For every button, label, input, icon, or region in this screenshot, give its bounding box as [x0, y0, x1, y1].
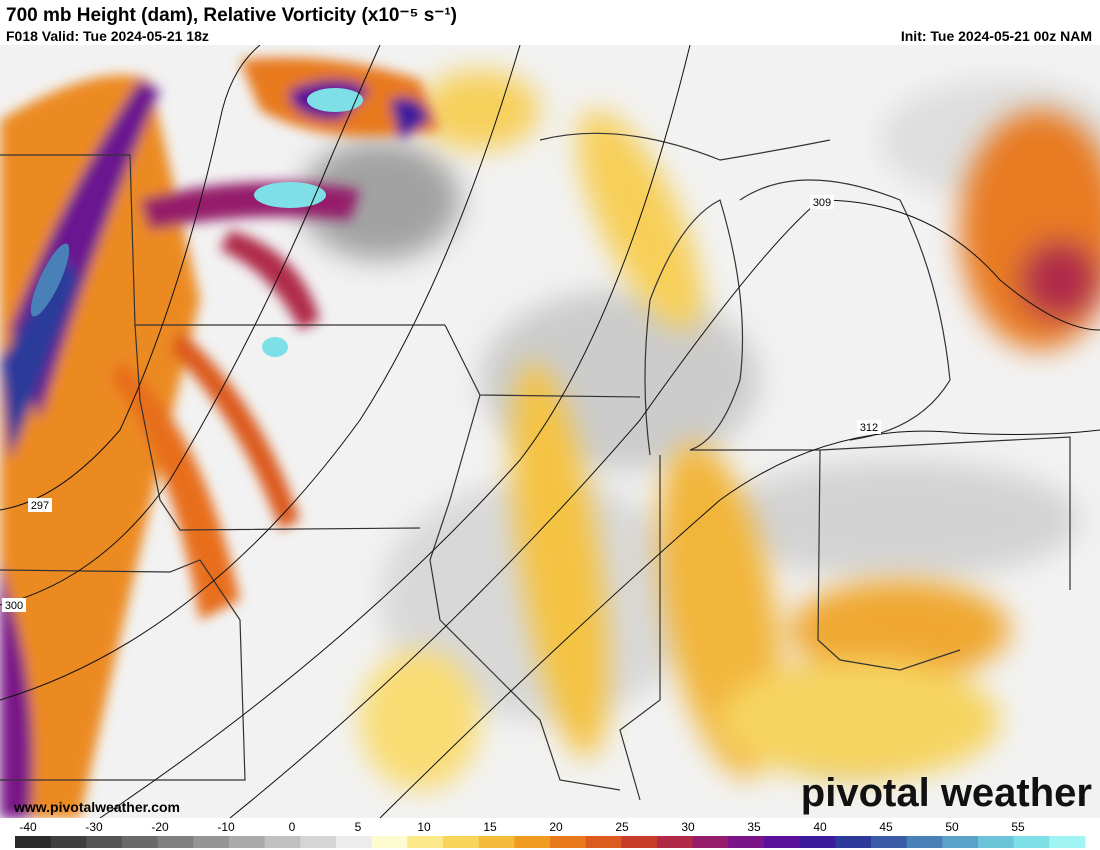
website: www.pivotalweather.com: [13, 799, 180, 815]
colorbar-swatch: [300, 836, 337, 848]
colorbar-swatch: [906, 836, 943, 848]
title: 700 mb Height (dam), Relative Vorticity …: [6, 5, 457, 26]
colorbar: -40 -30 -20 -10 0 5 10 15 20 25 30 35 40 45 50 55: [0, 818, 1100, 850]
contour-label: 300: [5, 600, 23, 612]
colorbar-swatch: [585, 836, 622, 848]
colorbar-swatch: [871, 836, 908, 848]
borders: [0, 132, 1071, 801]
colorbar-swatch: [371, 836, 408, 848]
logo: pivotal weather: [801, 771, 1092, 815]
colorbar-swatch: [764, 836, 801, 848]
colorbar-swatch: [657, 836, 694, 848]
height-contours: [0, 45, 1100, 818]
colorbar-tick-label: 45: [879, 820, 893, 834]
colorbar-tick-label: 20: [549, 820, 563, 834]
contour-label: 297: [31, 500, 49, 512]
colorbar-swatch: [692, 836, 729, 848]
colorbar-tick-label: 0: [289, 820, 296, 834]
colorbar-swatch: [86, 836, 123, 848]
contour-label: 312: [860, 422, 878, 434]
colorbar-swatch: [264, 836, 301, 848]
colorbar-tick-label: 40: [813, 820, 827, 834]
map-field: [0, 45, 1100, 818]
colorbar-tick-label: -30: [85, 820, 103, 834]
colorbar-swatch: [1013, 836, 1050, 848]
colorbar-tick-label: 25: [615, 820, 629, 834]
colorbar-swatch: [478, 836, 515, 848]
colorbar-swatch: [157, 836, 194, 848]
colorbar-tick-label: -10: [217, 820, 235, 834]
colorbar-tick-label: -40: [19, 820, 37, 834]
colorbar-swatch: [443, 836, 480, 848]
colorbar-swatch: [407, 836, 444, 848]
colorbar-swatch: [15, 836, 52, 848]
valid-time: F018 Valid: Tue 2024-05-21 18z: [6, 28, 209, 44]
colorbar-swatch: [799, 836, 836, 848]
colorbar-swatch: [550, 836, 587, 848]
colorbar-tick-label: 55: [1011, 820, 1025, 834]
colorbar-tick-label: 30: [681, 820, 695, 834]
colorbar-swatch: [1049, 836, 1086, 848]
colorbar-tick-label: 15: [483, 820, 497, 834]
colorbar-swatch: [728, 836, 765, 848]
colorbar-tick-label: -20: [151, 820, 169, 834]
colorbar-swatch: [621, 836, 658, 848]
colorbar-swatch: [336, 836, 373, 848]
colorbar-tick-label: 5: [355, 820, 362, 834]
contour-labels: 297 300 309 312: [2, 195, 881, 612]
contour-label: 309: [813, 197, 831, 209]
colorbar-swatch: [835, 836, 872, 848]
colorbar-tick-label: 50: [945, 820, 959, 834]
colorbar-swatch: [978, 836, 1015, 848]
colorbar-swatch: [229, 836, 266, 848]
colorbar-tick-label: 10: [417, 820, 431, 834]
colorbar-swatch: [122, 836, 159, 848]
colorbar-tick-label: 35: [747, 820, 761, 834]
colorbar-swatch: [50, 836, 87, 848]
colorbar-swatch: [514, 836, 551, 848]
colorbar-swatch: [942, 836, 979, 848]
colorbar-swatch: [193, 836, 230, 848]
init-time: Init: Tue 2024-05-21 00z NAM: [900, 28, 1092, 44]
